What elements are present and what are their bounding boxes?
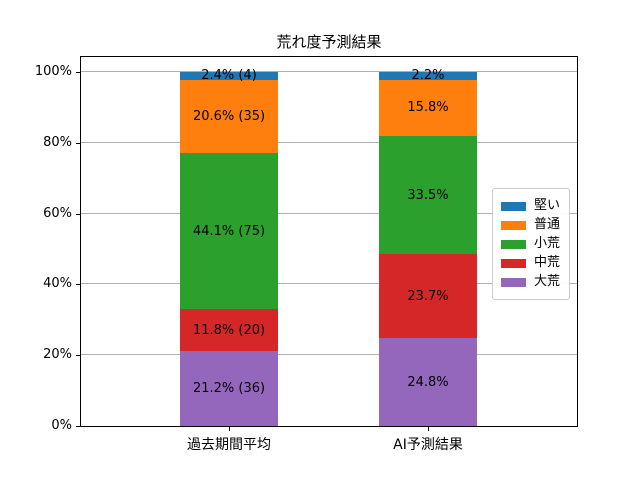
- segment-value-label: 33.5%: [407, 187, 449, 203]
- y-tick-label: 40%: [43, 276, 72, 292]
- y-tick-mark: [76, 213, 80, 215]
- y-tick-label: 20%: [43, 347, 72, 363]
- legend-swatch-icon: [501, 201, 526, 211]
- y-tick-label: 0%: [51, 418, 72, 433]
- gridline-20: [81, 354, 577, 356]
- stacked-bar-2: 24.8% 23.7% 33.5% 15.8% 2.2%: [379, 68, 477, 426]
- y-tick-label: 80%: [43, 134, 72, 150]
- segment-value-label: 44.1% (75): [192, 223, 266, 239]
- segment-value-label: 11.8% (20): [192, 322, 266, 338]
- segment-value-label: 23.7%: [407, 288, 449, 304]
- bar-segment-小荒: 33.5%: [379, 135, 477, 255]
- segment-value-label: 2.2%: [411, 68, 445, 84]
- bar-segment-堅い: 2.4% (4): [180, 68, 278, 84]
- bar-segment-普通: 15.8%: [379, 79, 477, 136]
- y-tick-mark: [76, 72, 80, 73]
- segment-value-label: 21.2% (36): [192, 380, 266, 396]
- legend-item-小荒: 小荒: [501, 236, 560, 252]
- x-tick-label: AI予測結果: [393, 437, 463, 453]
- gridline-80: [81, 141, 577, 143]
- legend-swatch-icon: [501, 258, 526, 268]
- y-tick-label: 100%: [34, 64, 72, 79]
- chart-title: 荒れ度予測結果: [276, 33, 382, 51]
- legend-swatch-icon: [501, 220, 526, 230]
- stacked-bar-1: 21.2% (36) 11.8% (20) 44.1% (75) 20.6% (35)…: [180, 68, 278, 426]
- legend: 堅い普通小荒中荒大荒: [492, 188, 571, 300]
- y-tick-mark: [76, 355, 80, 357]
- legend-label: 大荒: [534, 274, 561, 289]
- x-tick-mark: [428, 427, 429, 431]
- y-tick-label: 60%: [43, 205, 72, 221]
- bar-segment-普通: 20.6% (35): [180, 80, 278, 154]
- bar-segment-堅い: 2.2%: [379, 68, 477, 84]
- y-tick-mark: [76, 142, 80, 144]
- legend-label: 小荒: [534, 236, 561, 251]
- bar-segment-小荒: 44.1% (75): [180, 153, 278, 310]
- gridline-60: [81, 212, 577, 214]
- segment-value-label: 2.4% (4): [201, 68, 257, 84]
- segment-value-label: 15.8%: [407, 100, 449, 116]
- legend-item-中荒: 中荒: [501, 255, 560, 271]
- legend-swatch-icon: [501, 239, 526, 249]
- legend-item-普通: 普通: [501, 217, 560, 233]
- bar-segment-中荒: 11.8% (20): [180, 309, 278, 351]
- legend-label: 中荒: [534, 255, 561, 270]
- x-tick-mark: [229, 427, 230, 431]
- bar-segment-大荒: 24.8%: [379, 338, 477, 426]
- y-tick-mark: [76, 426, 80, 427]
- legend-item-堅い: 堅い: [501, 198, 560, 214]
- gridline-40: [81, 283, 577, 285]
- legend-swatch-icon: [501, 277, 526, 287]
- y-tick-mark: [76, 284, 80, 286]
- legend-label: 堅い: [534, 198, 561, 213]
- bar-segment-大荒: 21.2% (36): [180, 350, 278, 426]
- legend-label: 普通: [534, 217, 561, 232]
- bar-segment-中荒: 23.7%: [379, 254, 477, 339]
- segment-value-label: 24.8%: [407, 374, 449, 390]
- segment-value-label: 20.6% (35): [192, 109, 266, 125]
- x-tick-label: 過去期間平均: [187, 437, 271, 453]
- gridline-100: [81, 71, 577, 72]
- legend-item-大荒: 大荒: [501, 274, 560, 290]
